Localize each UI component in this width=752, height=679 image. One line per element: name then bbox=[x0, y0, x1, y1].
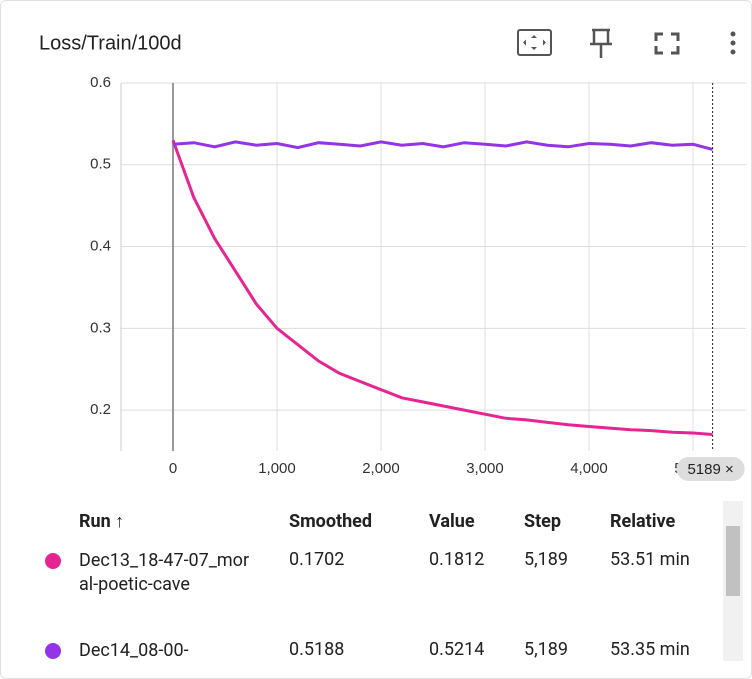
y-tick-label: 0.2 bbox=[90, 401, 111, 418]
header-smoothed: Smoothed bbox=[289, 511, 373, 532]
run-name: Dec13_18-47-07_moral-poetic-cave bbox=[79, 550, 250, 595]
x-tick-label: 0 bbox=[169, 460, 177, 477]
header-value: Value bbox=[429, 511, 475, 532]
series-line bbox=[172, 140, 713, 151]
header-relative: Relative bbox=[610, 511, 676, 532]
series-line bbox=[171, 139, 713, 436]
header-run[interactable]: Run ↑ bbox=[79, 511, 125, 532]
cell: 0.1812 bbox=[429, 549, 485, 570]
cell: 53.35 min bbox=[610, 639, 690, 660]
scrollbar[interactable] bbox=[723, 501, 743, 661]
hover-badge bbox=[676, 457, 745, 481]
y-tick-label: 0.5 bbox=[90, 156, 111, 173]
y-tick-label: 0.6 bbox=[90, 74, 111, 91]
cell: 5,189 bbox=[524, 549, 569, 570]
more-icon[interactable] bbox=[730, 31, 736, 55]
x-tick-label: 3,000 bbox=[466, 460, 504, 477]
chart: Loss/Train/100d 0.2 0.3 0.4 0.5 0.6 0 1,000 2,0… bbox=[39, 28, 746, 481]
run-name: Dec14_08-00- bbox=[79, 640, 189, 661]
cell: 0.5188 bbox=[289, 639, 345, 660]
run-color bbox=[45, 643, 61, 659]
run-color bbox=[45, 553, 61, 569]
cell: 0.5214 bbox=[429, 639, 485, 660]
hover-label: 5189 × bbox=[687, 461, 733, 478]
scroll-thumb[interactable] bbox=[726, 526, 740, 596]
cell: 5,189 bbox=[524, 639, 569, 660]
y-tick-label: 0.3 bbox=[90, 319, 111, 336]
fullscreen-icon[interactable] bbox=[654, 32, 680, 55]
header-step: Step bbox=[524, 511, 562, 532]
cell: 53.51 min bbox=[610, 549, 690, 570]
fit-icon[interactable] bbox=[517, 29, 552, 56]
x-tick-label: 1,000 bbox=[258, 460, 296, 477]
y-tick-label: 0.4 bbox=[90, 238, 111, 255]
x-tick-label: 4,000 bbox=[570, 460, 608, 477]
cell: 0.1702 bbox=[289, 549, 345, 570]
pin-icon[interactable] bbox=[590, 28, 612, 58]
chart-title: Loss/Train/100d bbox=[39, 32, 182, 54]
x-tick-label: 2,000 bbox=[362, 460, 400, 477]
